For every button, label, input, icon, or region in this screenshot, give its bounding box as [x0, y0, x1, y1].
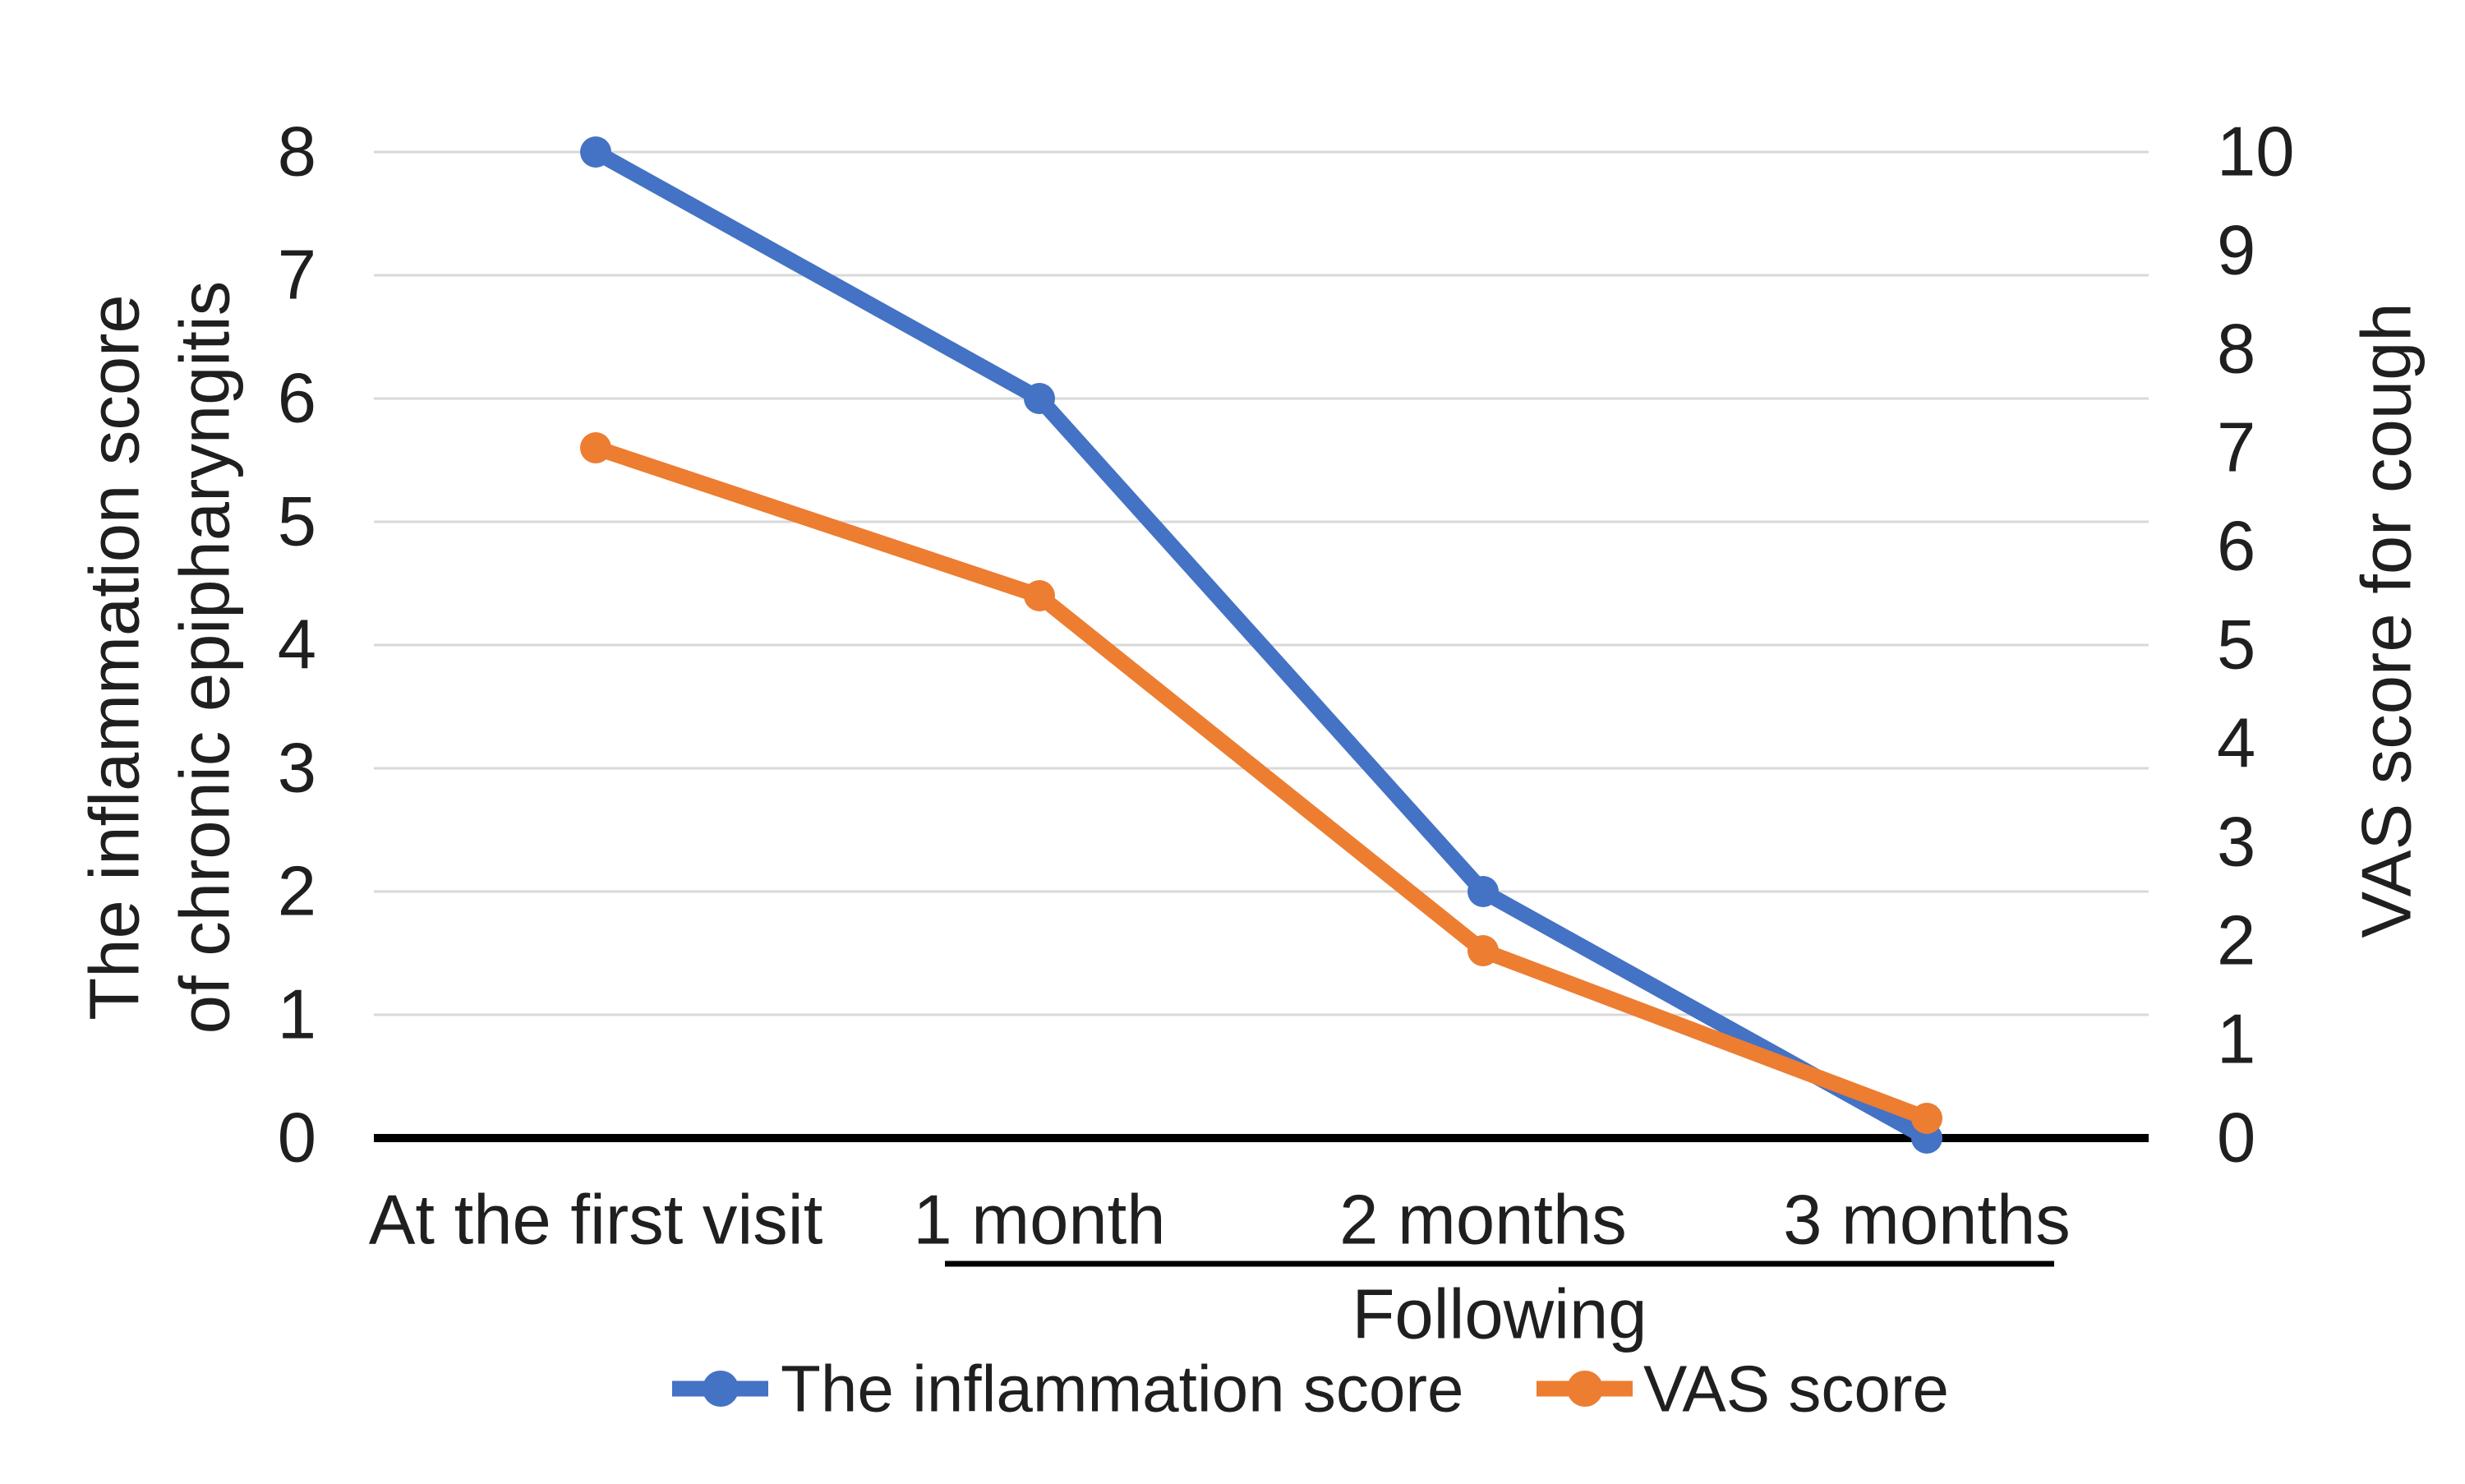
x-axis-category-label: 2 months	[1339, 1182, 1627, 1260]
data-point-marker	[1467, 876, 1499, 907]
right-axis-tick-label: 9	[2217, 212, 2255, 290]
right-axis-tick-label: 10	[2217, 113, 2295, 191]
x-axis-category-labels: At the first visit 1 month 2 months 3 month…	[369, 1182, 2071, 1260]
left-axis-tick-label: 2	[278, 853, 316, 931]
series-line-inflammation-score	[587, 144, 1935, 1146]
left-axis-title-line1: The inflammation score	[76, 294, 154, 1020]
right-axis-tick-label: 1	[2217, 1001, 2255, 1079]
legend-item-vas-score: VAS score	[1537, 1353, 1949, 1426]
data-series-group	[580, 136, 1942, 1154]
x-axis-category-label: 3 months	[1783, 1182, 2071, 1260]
right-axis-tick-label: 5	[2217, 606, 2255, 684]
right-axis-tick-label: 4	[2217, 705, 2255, 783]
right-axis-tick-label: 7	[2217, 409, 2255, 487]
following-group-label: Following	[1352, 1276, 1647, 1354]
left-axis-tick-labels: 0 1 2 3 4 5 6 7 8	[278, 113, 316, 1178]
left-axis-tick-label: 0	[278, 1099, 316, 1178]
right-axis-tick-labels: 0 1 2 3 4 5 6 7 8 9 10	[2217, 113, 2295, 1178]
left-axis-tick-label: 5	[278, 483, 316, 561]
x-axis-category-label: At the first visit	[369, 1182, 823, 1260]
right-axis-tick-label: 2	[2217, 902, 2255, 980]
legend-label-vas-score: VAS score	[1643, 1353, 1949, 1426]
right-axis-title: VAS score for cough	[2348, 302, 2426, 938]
data-point-marker	[1467, 935, 1499, 966]
data-point-marker	[580, 136, 611, 168]
right-axis-tick-label: 6	[2217, 508, 2255, 586]
series-line-vas-score	[587, 440, 1935, 1127]
legend-label-inflammation-score: The inflammation score	[781, 1353, 1463, 1426]
left-axis-tick-label: 7	[278, 237, 316, 315]
legend-marker-dot-blue	[703, 1371, 739, 1407]
data-point-marker	[580, 432, 611, 463]
left-axis-tick-label: 8	[278, 113, 316, 191]
right-axis-tick-label: 0	[2217, 1099, 2255, 1178]
data-point-marker	[1911, 1103, 1942, 1134]
legend: The inflammation score VAS score	[672, 1353, 1949, 1426]
data-point-marker	[1024, 383, 1055, 414]
left-axis-tick-label: 1	[278, 976, 316, 1054]
x-axis-category-label: 1 month	[913, 1182, 1165, 1260]
right-axis-tick-label: 8	[2217, 311, 2255, 389]
left-axis-tick-label: 4	[278, 606, 316, 684]
left-axis-title-line2: of chronic epipharyngitis	[167, 281, 245, 1035]
legend-item-inflammation-score: The inflammation score	[672, 1353, 1463, 1426]
left-axis-tick-label: 3	[278, 730, 316, 808]
right-axis-tick-label: 3	[2217, 804, 2255, 882]
data-point-marker	[1024, 580, 1055, 611]
legend-marker-dot-orange	[1567, 1371, 1603, 1407]
gridlines-group	[374, 150, 2149, 1016]
left-axis-tick-label: 6	[278, 360, 316, 438]
